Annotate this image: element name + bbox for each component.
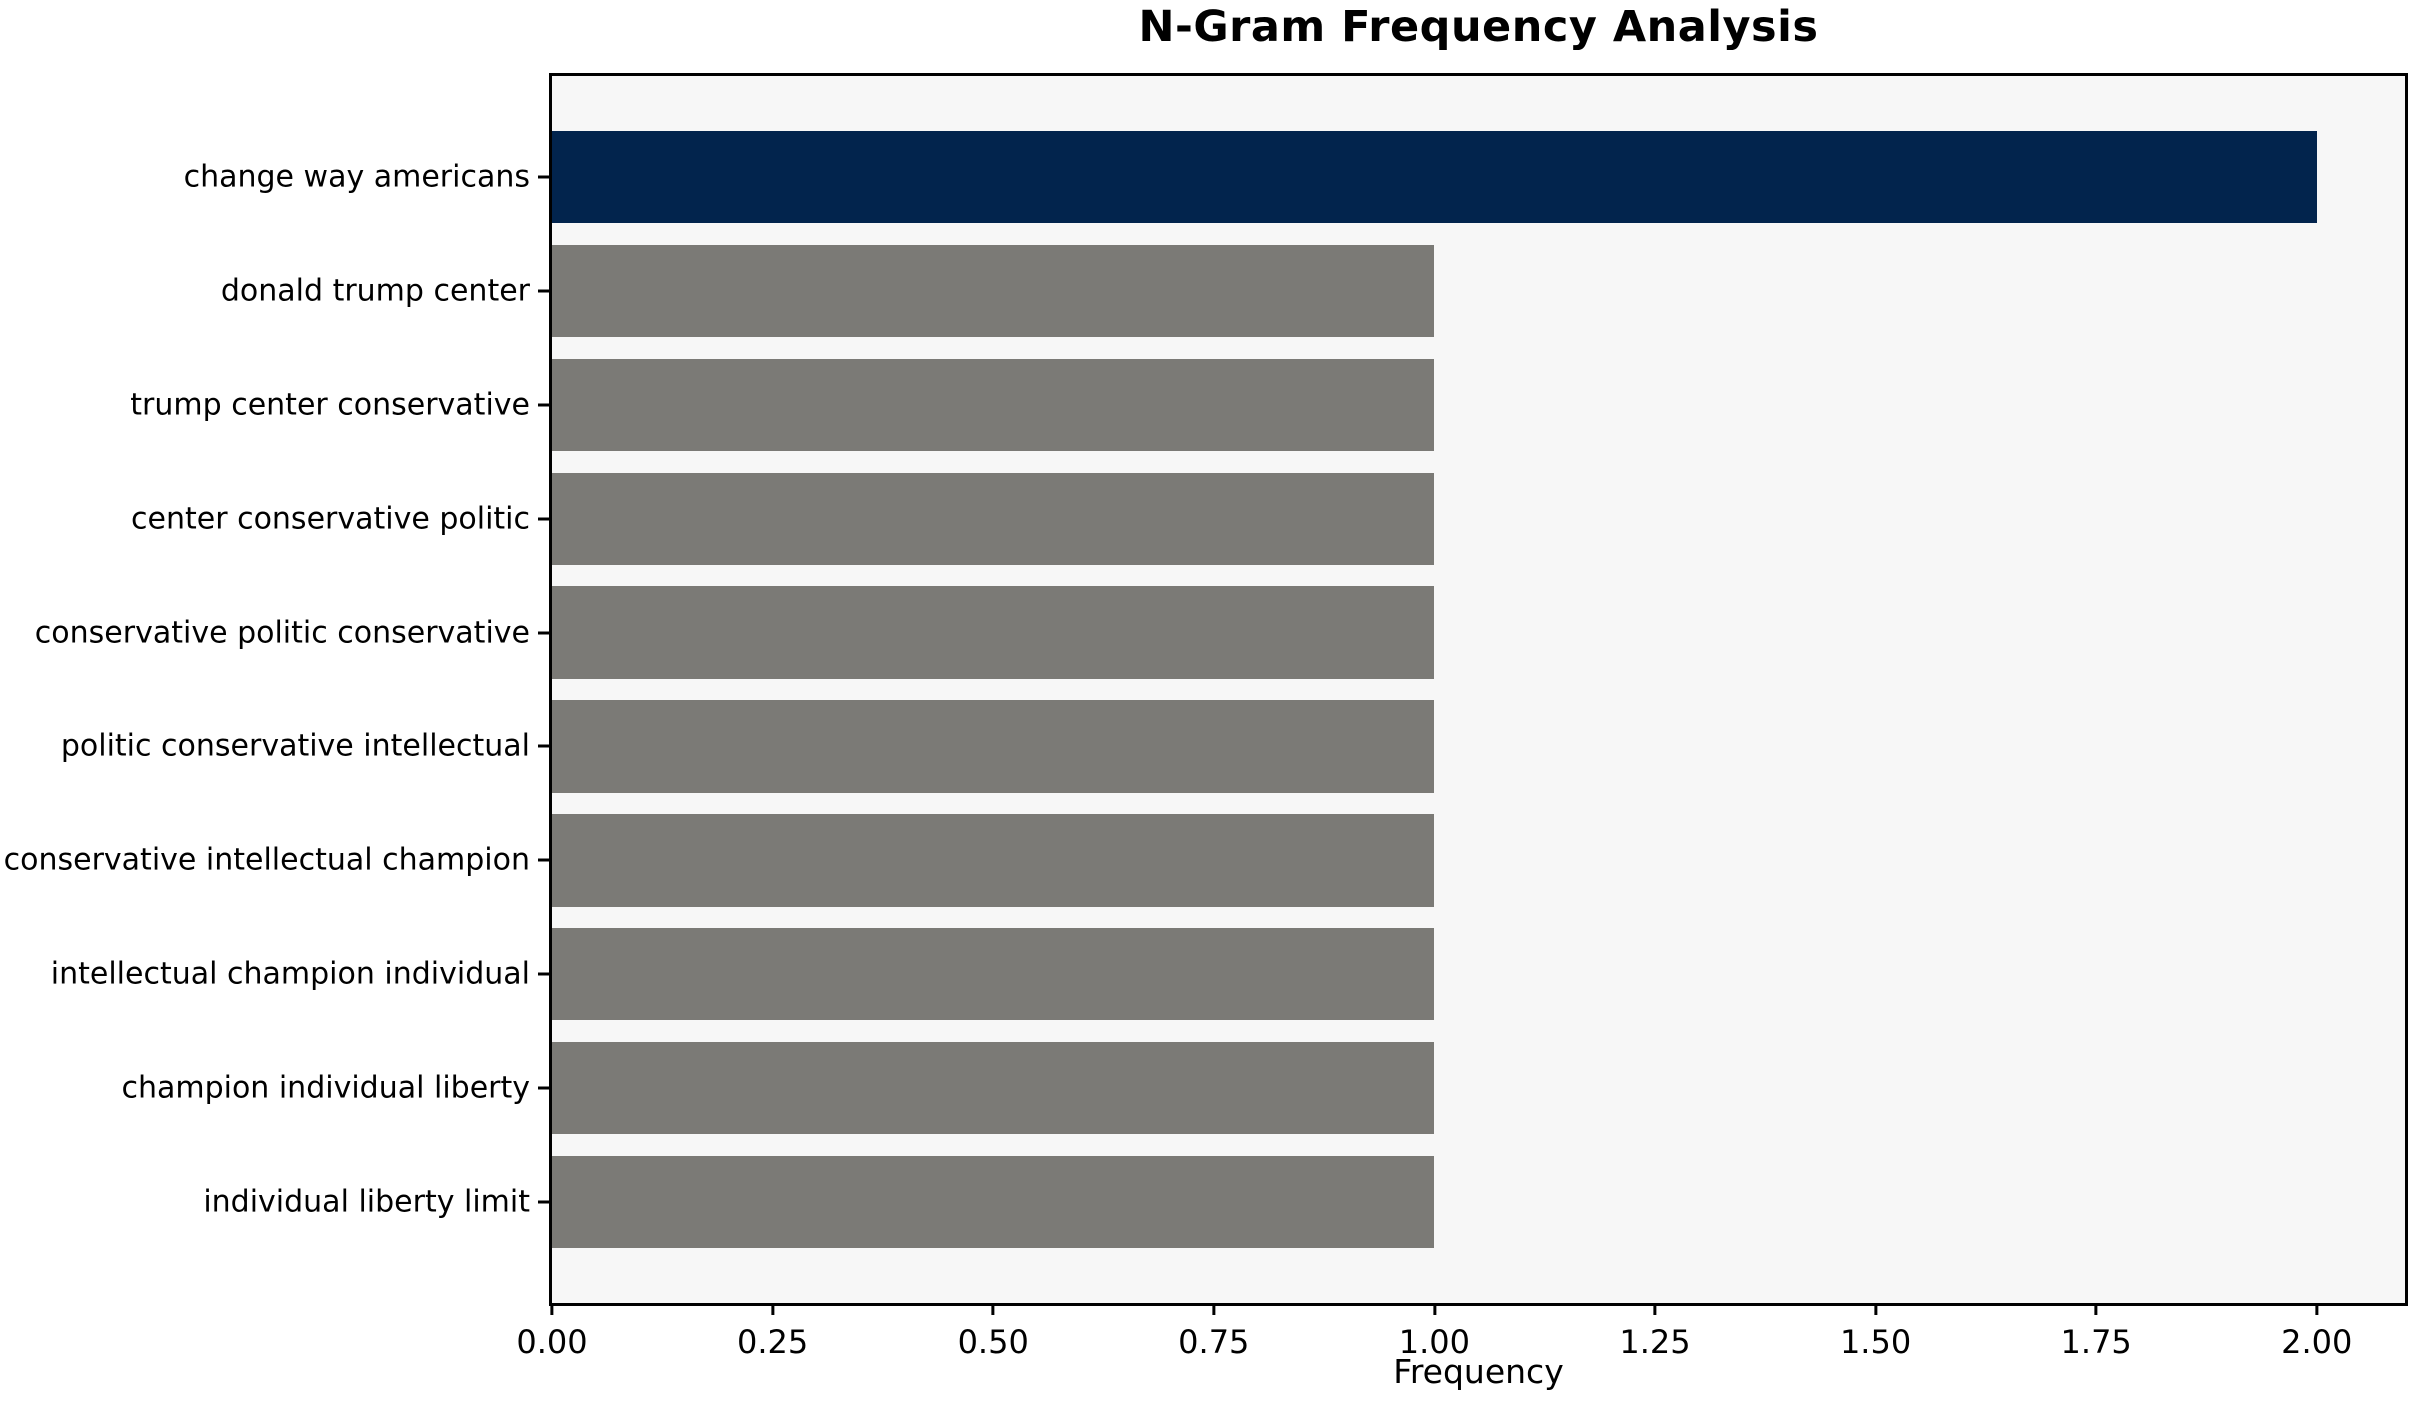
x-tick: 0.00 bbox=[516, 1306, 588, 1361]
x-tick-label: 1.25 bbox=[1619, 1323, 1691, 1361]
x-tick-mark bbox=[771, 1306, 775, 1315]
y-tick-label: change way americans bbox=[183, 159, 530, 195]
plot-area: change way americans donald trump center t… bbox=[4, 73, 2408, 1361]
y-tick-label: conservative politic conservative bbox=[34, 615, 530, 651]
y-tick-mark bbox=[538, 175, 549, 179]
y-tick-label: conservative intellectual champion bbox=[3, 842, 530, 878]
x-tick: 1.75 bbox=[2061, 1306, 2132, 1361]
x-tick-mark bbox=[1653, 1306, 1657, 1315]
x-tick: 1.50 bbox=[1840, 1306, 1911, 1361]
x-tick-mark bbox=[991, 1306, 995, 1315]
x-tick-label: 1.50 bbox=[1839, 1323, 1912, 1361]
bar-row: individual liberty limit bbox=[203, 1145, 2405, 1259]
bar-row: politic conservative intellectual bbox=[61, 690, 2405, 804]
frequency-bar bbox=[552, 358, 1435, 451]
y-tick-mark bbox=[538, 972, 549, 976]
bar-row: conservative intellectual champion bbox=[4, 803, 2405, 917]
bar-row: center conservative politic bbox=[131, 462, 2405, 576]
chart-title: N-Gram Frequency Analysis bbox=[1138, 2, 1819, 52]
frequency-bar bbox=[552, 1042, 1435, 1135]
x-tick: 1.25 bbox=[1619, 1306, 1691, 1361]
x-tick-mark bbox=[2094, 1306, 2098, 1315]
x-tick-mark bbox=[1874, 1306, 1878, 1315]
frequency-bar bbox=[552, 1155, 1435, 1249]
x-tick: 2.00 bbox=[2281, 1306, 2352, 1361]
frequency-bar bbox=[552, 928, 1435, 1021]
y-tick-mark bbox=[538, 289, 549, 293]
x-tick-label: 1.75 bbox=[2060, 1323, 2132, 1361]
x-tick-label: 0.50 bbox=[957, 1323, 1029, 1361]
bar-row: trump center conservative bbox=[130, 348, 2405, 462]
x-tick-mark bbox=[1432, 1306, 1436, 1315]
x-tick-mark bbox=[2315, 1306, 2319, 1315]
y-tick-label: trump center conservative bbox=[130, 387, 530, 423]
bars-container: change way americans donald trump center t… bbox=[4, 76, 2405, 1303]
x-tick-label: 2.00 bbox=[2281, 1323, 2353, 1361]
y-tick-mark bbox=[538, 858, 549, 862]
bar-row: change way americans bbox=[184, 120, 2405, 234]
bar-row: intellectual champion individual bbox=[51, 917, 2405, 1031]
y-tick-label: center conservative politic bbox=[131, 501, 530, 537]
x-tick-label: 0.25 bbox=[736, 1323, 809, 1361]
bar-row: champion individual liberty bbox=[121, 1031, 2405, 1145]
bar-row: donald trump center bbox=[221, 234, 2405, 348]
frequency-bar bbox=[552, 244, 1435, 337]
x-axis-label: Frequency bbox=[1393, 1352, 1564, 1391]
y-tick-mark bbox=[538, 403, 549, 407]
y-tick-mark bbox=[538, 1086, 549, 1090]
frequency-bar bbox=[552, 586, 1435, 679]
frequency-bar bbox=[552, 700, 1435, 793]
y-tick-mark bbox=[538, 1200, 549, 1204]
y-tick-mark bbox=[538, 517, 549, 521]
x-tick: 0.25 bbox=[737, 1306, 808, 1361]
x-tick-label: 1.00 bbox=[1398, 1323, 1470, 1361]
y-tick-mark bbox=[538, 744, 549, 748]
y-tick-label: champion individual liberty bbox=[121, 1070, 530, 1106]
y-tick-label: politic conservative intellectual bbox=[60, 728, 530, 764]
bar-row: conservative politic conservative bbox=[35, 576, 2405, 690]
x-tick-label: 0.75 bbox=[1178, 1323, 1250, 1361]
frequency-bar bbox=[552, 814, 1435, 907]
x-tick-mark bbox=[1212, 1306, 1216, 1315]
x-tick: 0.75 bbox=[1178, 1306, 1249, 1361]
x-tick-mark bbox=[550, 1306, 554, 1315]
x-tick: 0.50 bbox=[958, 1306, 1029, 1361]
y-tick-label: individual liberty limit bbox=[203, 1184, 530, 1220]
y-tick-label: intellectual champion individual bbox=[50, 956, 530, 992]
x-tick-label: 0.00 bbox=[516, 1323, 588, 1361]
frequency-bar bbox=[552, 130, 2317, 224]
frequency-bar bbox=[552, 472, 1435, 565]
y-tick-label: donald trump center bbox=[220, 273, 530, 309]
x-tick: 1.00 bbox=[1399, 1306, 1470, 1361]
y-tick-mark bbox=[538, 631, 549, 635]
